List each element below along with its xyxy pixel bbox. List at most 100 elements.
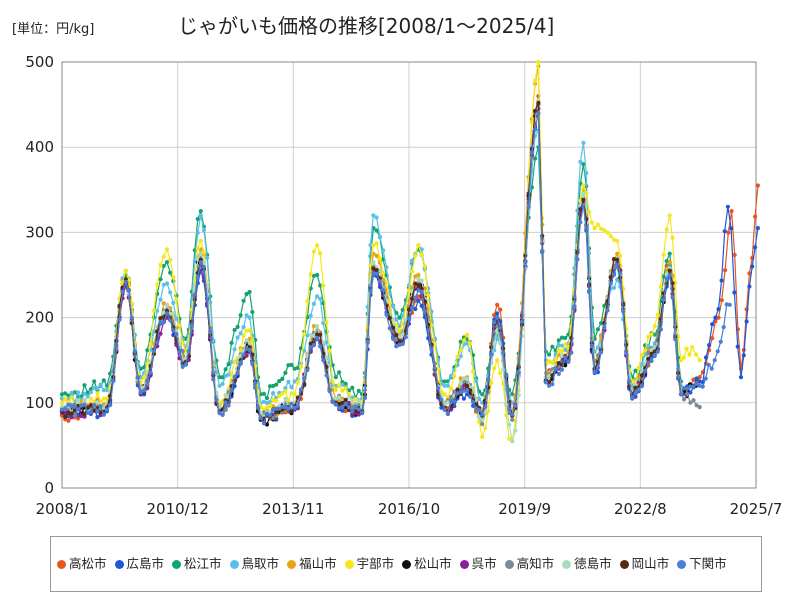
data-point: [455, 354, 460, 359]
data-point: [217, 375, 222, 380]
data-point: [747, 284, 752, 289]
data-point: [177, 323, 182, 328]
data-point: [324, 320, 329, 325]
data-point: [346, 400, 352, 405]
data-point: [298, 346, 304, 351]
data-point: [432, 366, 437, 371]
data-point: [403, 335, 408, 340]
legend-item: 徳島市: [562, 542, 612, 586]
data-point: [277, 393, 282, 399]
data-point: [195, 275, 200, 280]
data-point: [235, 371, 240, 376]
data-point: [289, 409, 294, 414]
data-point: [292, 392, 297, 397]
data-point: [340, 408, 345, 413]
legend-marker: [57, 559, 66, 569]
data-point: [340, 400, 345, 405]
data-point: [318, 344, 323, 349]
data-point: [138, 390, 143, 395]
data-point: [76, 413, 81, 418]
data-point: [198, 209, 203, 214]
data-point: [343, 381, 348, 386]
data-point: [108, 403, 113, 408]
data-point: [510, 439, 515, 444]
data-point: [691, 384, 696, 389]
data-point: [595, 370, 601, 375]
data-point: [340, 388, 345, 393]
data-point: [693, 352, 699, 357]
data-point: [356, 412, 361, 417]
data-point: [171, 328, 176, 333]
data-point: [676, 375, 681, 380]
x-tick-label: 2010/12: [147, 500, 209, 518]
data-point: [135, 375, 140, 380]
data-point: [82, 402, 87, 407]
data-point: [72, 407, 77, 412]
data-point: [559, 349, 565, 354]
data-point: [661, 297, 666, 302]
data-point: [678, 358, 684, 363]
unit-label: [単位：円/kg]: [12, 22, 95, 37]
data-point: [311, 324, 316, 329]
data-point: [247, 347, 252, 353]
data-point: [387, 300, 392, 305]
data-point: [171, 275, 176, 280]
data-point: [682, 397, 687, 402]
data-point: [226, 362, 231, 367]
data-point: [232, 374, 237, 379]
data-point: [633, 391, 638, 396]
data-point: [250, 361, 255, 366]
data-point: [516, 370, 521, 376]
data-point: [750, 264, 755, 269]
data-point: [220, 412, 225, 417]
data-point: [235, 335, 240, 340]
data-point: [533, 78, 538, 83]
legend-label: 福山市: [299, 556, 337, 571]
data-point: [381, 287, 386, 293]
data-point: [142, 388, 147, 393]
legend-item: 松山市: [402, 542, 452, 586]
data-point: [649, 351, 654, 356]
data-point: [556, 371, 561, 376]
series-宇部市: [59, 59, 702, 444]
data-point: [201, 264, 206, 270]
data-point: [384, 280, 389, 285]
data-point: [158, 297, 163, 302]
data-point: [205, 255, 210, 260]
data-point: [410, 306, 415, 311]
data-point: [371, 266, 376, 271]
data-point: [286, 363, 291, 368]
data-point: [416, 288, 421, 293]
data-point: [406, 316, 412, 321]
data-point: [85, 410, 90, 415]
data-point: [442, 407, 447, 412]
data-point: [697, 405, 702, 410]
legend-marker: [459, 559, 469, 569]
data-point: [458, 390, 463, 395]
data-point: [498, 371, 503, 376]
data-point: [350, 385, 355, 390]
y-axis-ticks: 0 100 200 300 400 500: [25, 53, 54, 497]
y-tick-label: 0: [44, 479, 54, 497]
data-point: [177, 349, 182, 354]
data-point: [719, 298, 724, 303]
data-point: [621, 309, 626, 314]
data-point: [305, 333, 310, 338]
data-point: [455, 387, 460, 392]
data-point: [471, 386, 476, 391]
data-point: [707, 343, 712, 348]
data-point: [63, 396, 68, 401]
data-point: [706, 362, 711, 367]
data-point: [311, 301, 316, 306]
legend-label: 松江市: [184, 556, 222, 571]
data-point: [716, 307, 721, 312]
data-point: [158, 262, 163, 268]
data-point: [69, 390, 74, 395]
data-point: [69, 404, 74, 409]
data-point: [426, 328, 431, 333]
data-point: [384, 312, 389, 317]
data-point: [238, 348, 243, 354]
data-point: [148, 341, 153, 346]
data-point: [436, 386, 441, 391]
data-point: [685, 392, 690, 397]
